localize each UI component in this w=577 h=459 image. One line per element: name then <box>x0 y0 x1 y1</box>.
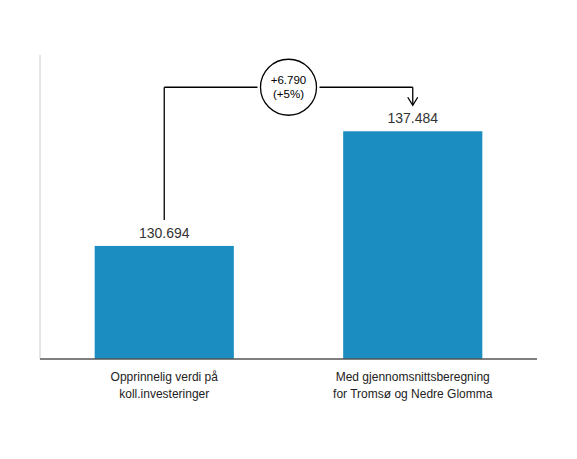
annotation-line: +6.790 <box>271 74 307 86</box>
data-label: 137.484 <box>387 110 438 126</box>
bracket-left <box>164 87 165 220</box>
bar <box>95 246 234 359</box>
y-axis-line <box>40 55 41 359</box>
annotation: +6.790 (+5%) <box>271 74 307 100</box>
annotation-circle <box>261 59 317 115</box>
bracket-top-left <box>164 87 257 88</box>
bar <box>343 131 482 359</box>
bars <box>95 131 483 359</box>
bracket-arrow-shaft <box>412 87 413 105</box>
category-label: Opprinnelig verdi på koll.investeringer <box>111 370 219 401</box>
category-label-line: for Tromsø og Nedre Glomma <box>333 387 493 401</box>
category-label-line: Med gjennomsnittsberegning <box>336 370 490 384</box>
category-label-line: Opprinnelig verdi på <box>111 370 219 384</box>
bracket-top-right <box>320 87 413 88</box>
annotation-line: (+5%) <box>273 88 304 100</box>
chart: 130.694 137.484 Opprinnelig verdi på koll.i… <box>0 0 577 459</box>
chart-container: 130.694 137.484 Opprinnelig verdi på koll.i… <box>0 0 577 459</box>
category-label: Med gjennomsnittsberegning for Tromsø og … <box>333 370 493 401</box>
data-label: 130.694 <box>139 225 190 241</box>
category-label-line: koll.investeringer <box>119 387 209 401</box>
x-axis-line <box>40 358 537 359</box>
bracket-arrow-head <box>408 97 418 105</box>
